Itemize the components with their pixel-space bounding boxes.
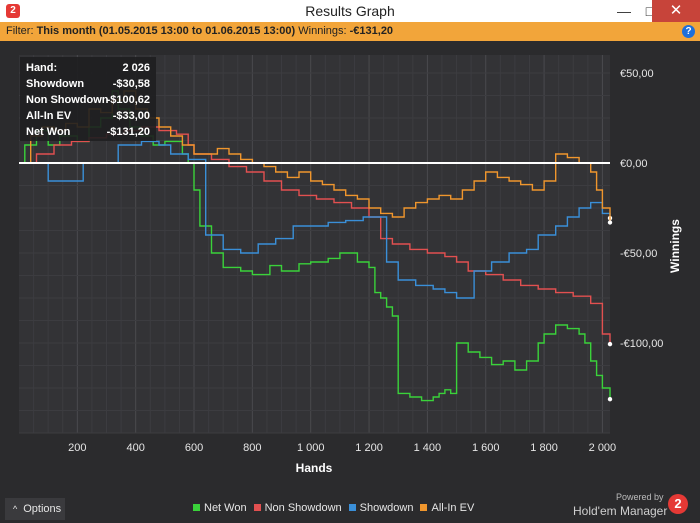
- powered-by-text: Powered by: [616, 492, 664, 502]
- x-tick-label: 400: [127, 442, 145, 454]
- window-title: Results Graph: [305, 3, 395, 19]
- options-label: Options: [23, 503, 62, 515]
- results-chart[interactable]: 200 400 600 800 1 000 1 200 1 400 1 600 1 800 2 0…: [0, 41, 700, 496]
- x-tick-label: 2 000: [589, 442, 617, 454]
- legend-label: Showdown: [359, 502, 414, 514]
- tooltip-value: 2 026: [122, 62, 150, 74]
- brand: Powered by Hold'em Manager 2: [572, 492, 700, 523]
- legend: Net Won Non Showdown Showdown All-In EV: [193, 502, 481, 514]
- legend-label: All-In EV: [431, 502, 475, 514]
- tooltip-value: -$131,20: [107, 126, 150, 138]
- filter-label: Filter:: [6, 25, 34, 37]
- help-icon[interactable]: ?: [682, 25, 695, 38]
- close-button[interactable]: ✕: [652, 0, 700, 22]
- x-axis: 200 400 600 800 1 000 1 200 1 400 1 600 1 800 2 0…: [68, 442, 616, 454]
- options-button[interactable]: ^ Options: [5, 498, 65, 520]
- filter-bar: Filter: This month (01.05.2015 13:00 to …: [0, 22, 700, 41]
- winnings-label: Winnings:: [298, 25, 347, 37]
- x-tick-label: 1 400: [414, 442, 442, 454]
- y-axis-label: Winnings: [668, 219, 682, 273]
- maximize-button[interactable]: □: [645, 3, 655, 19]
- series-end-point: [607, 396, 613, 402]
- legend-swatch: [420, 504, 428, 511]
- tooltip-label: All-In EV: [26, 110, 72, 122]
- app-logo-icon: 2: [6, 4, 20, 18]
- minimize-button[interactable]: —: [617, 3, 631, 19]
- tooltip-label: Non Showdown: [26, 94, 109, 106]
- x-tick-label: 800: [243, 442, 261, 454]
- legend-item-net-won[interactable]: Net Won: [193, 502, 247, 514]
- legend-swatch: [193, 504, 200, 511]
- title-bar: 2 Results Graph — □ ✕: [0, 0, 700, 22]
- chevron-up-icon: ^: [13, 504, 18, 514]
- y-tick-label: -€100,00: [620, 338, 663, 350]
- x-tick-label: 1 000: [297, 442, 325, 454]
- y-axis: €50,00 €0,00 -€50,00 -€100,00: [620, 68, 663, 350]
- series-end-point: [607, 220, 613, 225]
- x-tick-label: 1 800: [530, 442, 558, 454]
- y-tick-label: -€50,00: [620, 248, 657, 260]
- x-tick-label: 200: [68, 442, 86, 454]
- series-line-showdown: [19, 140, 611, 299]
- x-tick-label: 600: [185, 442, 203, 454]
- legend-swatch: [348, 504, 356, 511]
- filter-text: Filter: This month (01.05.2015 13:00 to …: [6, 22, 393, 41]
- legend-swatch: [253, 504, 261, 511]
- tooltip-label: Hand:: [26, 62, 57, 74]
- brand-name: Hold'em Manager: [573, 504, 668, 518]
- tooltip-value: -$30,58: [113, 78, 150, 90]
- x-axis-label: Hands: [296, 461, 333, 475]
- bottom-bar: ^ Options Net Won Non Showdown Showdown All-…: [0, 492, 700, 523]
- legend-label: Net Won: [204, 502, 247, 514]
- y-tick-label: €50,00: [620, 68, 654, 80]
- filter-value: This month (01.05.2015 13:00 to 01.06.20…: [36, 25, 296, 37]
- legend-item-showdown[interactable]: Showdown: [348, 502, 414, 514]
- x-tick-label: 1 600: [472, 442, 500, 454]
- y-tick-label: €0,00: [620, 158, 648, 170]
- legend-item-all-in-ev[interactable]: All-In EV: [420, 502, 474, 514]
- legend-label: Non Showdown: [264, 502, 342, 514]
- winnings-value: -€131,20: [349, 25, 394, 37]
- tooltip-label: Showdown: [26, 78, 84, 90]
- tooltip-value: -$33,00: [113, 110, 150, 122]
- brand-logo-icon: 2: [668, 494, 688, 514]
- tooltip-value: -$100,62: [107, 94, 150, 106]
- series-end-point: [607, 341, 613, 347]
- x-tick-label: 1 200: [355, 442, 383, 454]
- legend-item-non-showdown[interactable]: Non Showdown: [253, 502, 342, 514]
- tooltip-label: Net Won: [26, 126, 71, 138]
